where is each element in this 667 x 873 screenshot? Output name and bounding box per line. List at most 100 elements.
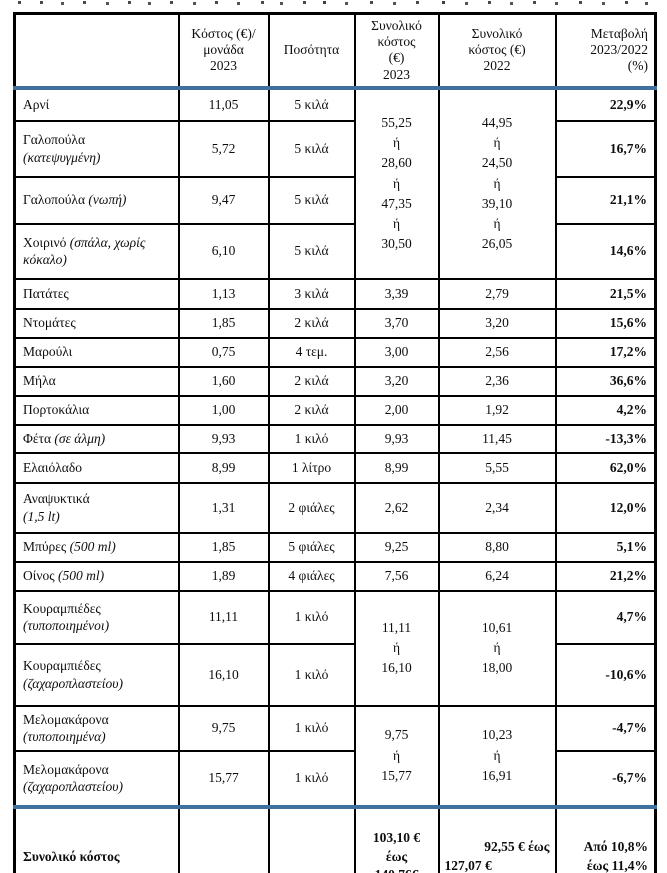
- total-cost-2022-merged-cell: 10,23 ή 16,91: [437, 704, 557, 808]
- change-cell: 4,2%: [554, 394, 657, 426]
- total-cost-2023-cell: 3,70: [353, 307, 440, 339]
- item-name-cell: Ελαιόλαδο: [13, 451, 180, 484]
- item-name: Κουραμπιέδες: [23, 600, 101, 616]
- total-cost-2023-cell: 2,00: [353, 394, 440, 426]
- item-name: Οίνος: [23, 568, 55, 584]
- table-row: Οίνος (500 ml) 1,89 4 φιάλες 7,56 6,24 2…: [13, 560, 657, 592]
- item-name-cell: Πατάτες: [13, 277, 180, 310]
- unit-cost-cell: 1,60: [177, 365, 270, 397]
- item-name: Μήλα: [23, 373, 56, 389]
- total-cost-2022-cell: 11,45: [437, 423, 557, 454]
- quantity-cell: 1 κιλό: [267, 704, 356, 752]
- table-body: Αρνί 11,05 5 κιλά 55,25 ή 28,60 ή 47,35 …: [13, 86, 657, 873]
- item-name: Ελαιόλαδο: [23, 459, 82, 475]
- table-row: Φέτα (σε άλμη) 9,93 1 κιλό 9,93 11,45 -1…: [13, 423, 657, 454]
- quantity-cell: 3 κιλά: [267, 277, 356, 310]
- unit-cost-cell: 15,77: [177, 749, 270, 808]
- item-qualifier: (σπάλα, χωρίς κόκαλο): [23, 234, 146, 268]
- item-name: Φέτα: [23, 430, 52, 446]
- change-cell: -6,7%: [554, 749, 657, 808]
- total-cost-2023-cell: 2,62: [353, 481, 440, 534]
- quantity-cell: 1 κιλό: [267, 749, 356, 808]
- grand-total-2023-cell: 103,10 € έως 140,76€: [353, 804, 440, 873]
- item-qualifier: (νωπή): [88, 192, 127, 208]
- header-quantity: Ποσότητα: [267, 12, 356, 90]
- quantity-cell: 1 κιλό: [267, 589, 356, 645]
- table-row: Γαλοπούλα (κατεψυγμένη) 5,72 5 κιλά 16,7…: [13, 119, 657, 178]
- unit-cost-cell: 0,75: [177, 336, 270, 368]
- item-name: Πορτοκάλια: [23, 402, 90, 418]
- header-row: Κόστος (€)/ μονάδα 2023 Ποσότητα Συνολικ…: [13, 12, 657, 90]
- total-cost-2022-merged-cell: 10,61 ή 18,00: [437, 589, 557, 707]
- item-name-cell: Μαρούλι: [13, 336, 180, 368]
- total-cost-2022-merged-cell: 44,95 ή 24,50 ή 39,10 ή 26,05: [437, 86, 557, 280]
- total-cost-2022-cell: 2,79: [437, 277, 557, 310]
- table-row: Κουραμπιέδες (τυποποιημένοι) 11,11 1 κιλ…: [13, 589, 657, 707]
- item-name-cell: Κουραμπιέδες (τυποποιημένοι): [13, 589, 180, 645]
- item-name-cell: Ντομάτες: [13, 307, 180, 339]
- grand-total-2022-line1: 92,55 € έως: [484, 839, 550, 855]
- item-name: Μελομακάρονα: [23, 761, 109, 777]
- item-name: Γαλοπούλα: [23, 132, 86, 148]
- item-name: Γαλοπούλα: [23, 192, 86, 208]
- unit-cost-cell: 11,11: [177, 589, 270, 645]
- total-cost-2022-cell: 5,55: [437, 451, 557, 484]
- quantity-cell: 5 κιλά: [267, 175, 356, 225]
- unit-cost-cell: 9,93: [177, 423, 270, 454]
- quantity-cell: 1 λίτρο: [267, 451, 356, 484]
- empty-cell: [267, 804, 356, 873]
- quantity-cell: 4 τεμ.: [267, 336, 356, 368]
- change-cell: 12,0%: [554, 481, 657, 534]
- item-name-cell: Γαλοπούλα (κατεψυγμένη): [13, 119, 180, 178]
- change-cell: 21,1%: [554, 175, 657, 225]
- item-name-cell: Πορτοκάλια: [13, 394, 180, 426]
- unit-cost-cell: 6,10: [177, 222, 270, 280]
- item-name: Αναψυκτικά: [23, 491, 90, 507]
- item-name-cell: Οίνος (500 ml): [13, 560, 180, 592]
- total-cost-2022-cell: 2,56: [437, 336, 557, 368]
- change-cell: 21,2%: [554, 560, 657, 592]
- table-row: Γαλοπούλα (νωπή) 9,47 5 κιλά 21,1%: [13, 175, 657, 225]
- table-header: Κόστος (€)/ μονάδα 2023 Ποσότητα Συνολικ…: [13, 12, 657, 90]
- cropped-text-fragments: [18, 1, 21, 4]
- unit-cost-cell: 11,05: [177, 86, 270, 122]
- item-name-cell: Αναψυκτικά (1,5 lt): [13, 481, 180, 534]
- total-cost-2023-merged-cell: 11,11 ή 16,10: [353, 589, 440, 707]
- change-cell: 5,1%: [554, 531, 657, 563]
- item-qualifier: (500 ml): [57, 568, 105, 584]
- total-cost-2023-merged-cell: 55,25 ή 28,60 ή 47,35 ή 30,50: [353, 86, 440, 280]
- item-qualifier: (τυποποιημένα): [23, 729, 106, 745]
- unit-cost-cell: 9,47: [177, 175, 270, 225]
- table-row: Κουραμπιέδες (ζαχαροπλαστείου) 16,10 1 κ…: [13, 642, 657, 707]
- item-qualifier: (ζαχαροπλαστείου): [23, 675, 123, 691]
- change-cell: 4,7%: [554, 589, 657, 645]
- cost-comparison-table: Κόστος (€)/ μονάδα 2023 Ποσότητα Συνολικ…: [13, 12, 657, 873]
- item-name: Ντομάτες: [23, 315, 76, 331]
- change-cell: 22,9%: [554, 86, 657, 122]
- item-name: Αρνί: [23, 96, 50, 112]
- quantity-cell: 5 κιλά: [267, 86, 356, 122]
- change-cell: -13,3%: [554, 423, 657, 454]
- item-name: Μελομακάρονα: [23, 711, 109, 727]
- total-cost-2023-cell: 9,93: [353, 423, 440, 454]
- unit-cost-cell: 1,00: [177, 394, 270, 426]
- unit-cost-cell: 1,85: [177, 531, 270, 563]
- item-name: Μαρούλι: [23, 344, 73, 360]
- item-name: Πατάτες: [23, 285, 69, 301]
- change-cell: 36,6%: [554, 365, 657, 397]
- empty-cell: [177, 804, 270, 873]
- item-name: Χοιρινό: [23, 234, 67, 250]
- item-name: Κουραμπιέδες: [23, 658, 101, 674]
- change-cell: 17,2%: [554, 336, 657, 368]
- total-cost-2022-cell: 8,80: [437, 531, 557, 563]
- header-unit-cost-2023: Κόστος (€)/ μονάδα 2023: [177, 12, 270, 90]
- unit-cost-cell: 16,10: [177, 642, 270, 707]
- quantity-cell: 2 κιλά: [267, 307, 356, 339]
- total-cost-2023-cell: 8,99: [353, 451, 440, 484]
- change-cell: -4,7%: [554, 704, 657, 752]
- item-name-cell: Γαλοπούλα (νωπή): [13, 175, 180, 225]
- change-cell: -10,6%: [554, 642, 657, 707]
- quantity-cell: 5 κιλά: [267, 119, 356, 178]
- unit-cost-cell: 1,85: [177, 307, 270, 339]
